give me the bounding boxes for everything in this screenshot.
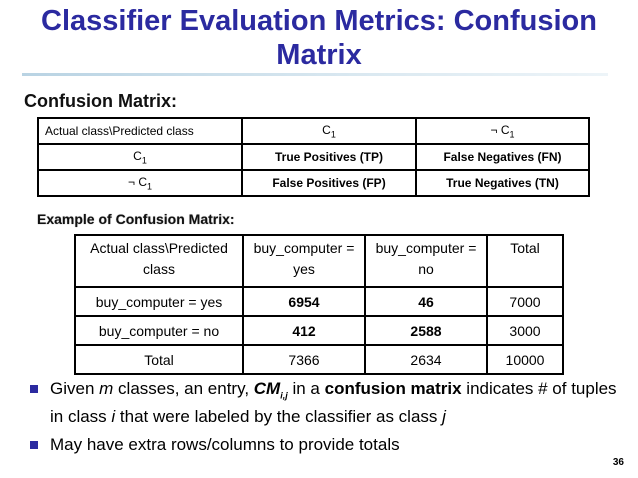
table-cell: Actual class\Predicted class xyxy=(37,117,243,145)
table-cell: buy_computer = no xyxy=(364,234,488,288)
bullet-item: Given m classes, an entry, CMi,j in a co… xyxy=(30,378,620,428)
table-cell: C1 xyxy=(241,117,417,145)
table-cell: ¬ C1 xyxy=(37,169,243,197)
table-cell: ¬ C1 xyxy=(415,117,590,145)
table-cell: 2588 xyxy=(364,315,488,346)
table-row: C1 True Positives (TP) False Negatives (… xyxy=(37,143,590,171)
table-cell: 2634 xyxy=(364,344,488,375)
table-cell: 3000 xyxy=(486,315,564,346)
table-cell: Actual class\Predicted class xyxy=(74,234,244,288)
table-row: buy_computer = no 412 2588 3000 xyxy=(74,315,564,346)
bullet-list: Given m classes, an entry, CMi,j in a co… xyxy=(30,378,620,462)
title-divider xyxy=(22,73,608,76)
table-cell: 6954 xyxy=(242,286,366,317)
table-cell: True Positives (TP) xyxy=(241,143,417,171)
square-bullet-icon xyxy=(30,385,38,393)
table-cell: 7000 xyxy=(486,286,564,317)
example-confusion-table: Actual class\Predicted class buy_compute… xyxy=(74,234,564,375)
confusion-matrix-table: Actual class\Predicted class C1 ¬ C1 C1 … xyxy=(37,117,590,197)
table-cell: 7366 xyxy=(242,344,366,375)
table-cell: True Negatives (TN) xyxy=(415,169,590,197)
table-row: ¬ C1 False Positives (FP) True Negatives… xyxy=(37,169,590,197)
slide-title: Classifier Evaluation Metrics: Confusion… xyxy=(41,5,597,71)
table-cell: 412 xyxy=(242,315,366,346)
table-cell: Total xyxy=(486,234,564,288)
example-heading: Example of Confusion Matrix: xyxy=(37,211,235,227)
table-row: buy_computer = yes 6954 46 7000 xyxy=(74,286,564,317)
table-cell: Total xyxy=(74,344,244,375)
table-cell: False Positives (FP) xyxy=(241,169,417,197)
table-cell: False Negatives (FN) xyxy=(415,143,590,171)
table-cell: buy_computer = no xyxy=(74,315,244,346)
table-row: Actual class\Predicted class buy_compute… xyxy=(74,234,564,288)
table-cell: buy_computer = yes xyxy=(242,234,366,288)
table-cell: 10000 xyxy=(486,344,564,375)
bullet-item: May have extra rows/columns to provide t… xyxy=(30,434,620,456)
table-cell: 46 xyxy=(364,286,488,317)
square-bullet-icon xyxy=(30,441,38,450)
confusion-matrix-subheading: Confusion Matrix: xyxy=(24,91,177,111)
table-row: Total 7366 2634 10000 xyxy=(74,344,564,375)
table-row: Actual class\Predicted class C1 ¬ C1 xyxy=(37,117,590,145)
page-number: 36 xyxy=(612,457,624,468)
table-cell: C1 xyxy=(37,143,243,171)
table-cell: buy_computer = yes xyxy=(74,286,244,317)
